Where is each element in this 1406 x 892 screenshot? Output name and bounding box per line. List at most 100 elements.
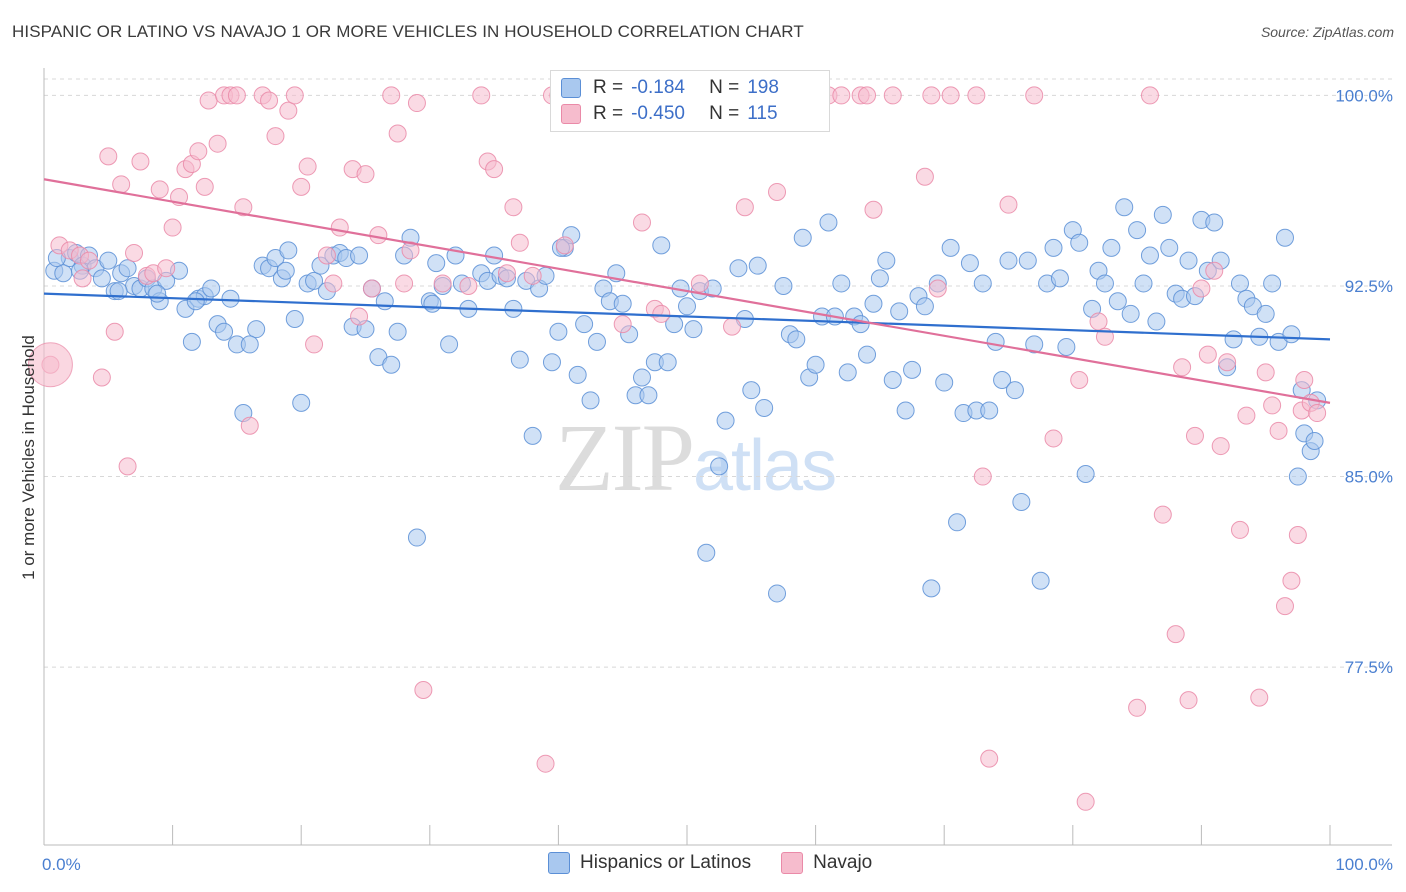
trend-lines: [43, 178, 1331, 404]
hispanic-point: [922, 579, 941, 598]
legend-r-label: R =: [593, 103, 624, 124]
hispanic-point: [581, 391, 600, 410]
hispanic-point: [658, 353, 677, 372]
navajo-point: [1076, 792, 1095, 811]
hispanic-point: [215, 322, 234, 341]
navajo-point: [80, 251, 99, 270]
hispanic-point: [1095, 274, 1114, 293]
navajo-point: [163, 218, 182, 237]
y-tick-label: 92.5%: [1345, 277, 1393, 296]
hispanic-point: [1134, 274, 1153, 293]
hispanic-point: [542, 353, 561, 372]
hispanic-point: [903, 360, 922, 379]
navajo-point: [157, 259, 176, 278]
hispanic-point: [1012, 492, 1031, 511]
hispanic-point: [247, 320, 266, 339]
navajo-point: [858, 86, 877, 105]
data-points: [27, 86, 1327, 811]
navajo-point: [1230, 520, 1249, 539]
hispanic-point: [742, 381, 761, 400]
watermark: ZIPatlas: [555, 402, 837, 513]
hispanic-point: [755, 398, 774, 417]
navajo-point: [131, 152, 150, 171]
series-legend-hispanic: Hispanics or Latinos: [548, 852, 751, 874]
navajo-point: [1295, 371, 1314, 389]
hispanic-point: [523, 426, 542, 445]
legend-r-value: -0.450: [631, 103, 685, 124]
hispanic-point: [587, 332, 606, 351]
navajo-point: [1140, 86, 1159, 105]
navajo-point: [1250, 688, 1269, 707]
navajo-large-point: [27, 342, 73, 388]
hispanic-point: [1224, 330, 1243, 349]
hispanic-point: [832, 274, 851, 293]
navajo-point: [1070, 371, 1089, 389]
navajo-point: [1269, 421, 1288, 440]
hispanic-point: [240, 335, 259, 354]
hispanic-point: [890, 302, 909, 321]
hispanic-point: [858, 345, 877, 364]
hispanic-point: [148, 284, 167, 303]
hispanic-point: [549, 322, 568, 341]
hispanic-point: [1288, 467, 1307, 486]
hispanic-point: [1230, 274, 1249, 293]
navajo-point: [613, 315, 632, 334]
hispanic-point: [1256, 304, 1275, 323]
hispanic-point: [1025, 335, 1044, 354]
navajo-point: [227, 86, 246, 105]
hispanic-point: [806, 355, 825, 374]
navajo-point: [1218, 353, 1237, 372]
navajo-point: [690, 274, 709, 293]
grid-lines: [44, 78, 1392, 668]
hispanic-point: [1108, 292, 1127, 311]
y-tick-label: 100.0%: [1335, 86, 1393, 105]
y-tick-label: 77.5%: [1345, 658, 1393, 677]
hispanic-point: [1044, 238, 1063, 257]
chart-source: Source: ZipAtlas.com: [1260, 24, 1394, 40]
navajo-point: [973, 467, 992, 486]
hispanic-point: [182, 332, 201, 351]
hispanic-point: [510, 350, 529, 369]
navajo-point: [485, 160, 504, 179]
axes: [43, 68, 1392, 846]
hispanic-point: [427, 254, 446, 273]
hispanic-point: [382, 355, 401, 374]
hispanic-point: [1305, 431, 1324, 450]
hispanic-point: [632, 368, 651, 387]
navajo-point: [864, 200, 883, 219]
navajo-point: [382, 86, 401, 105]
navajo-point: [1288, 526, 1307, 544]
series-label-hispanic: Hispanics or Latinos: [580, 852, 752, 873]
navajo-point: [388, 124, 407, 143]
navajo-point: [292, 177, 311, 196]
navajo-point: [941, 86, 960, 105]
hispanic-point: [186, 292, 205, 311]
navajo-point: [915, 167, 934, 186]
legend-swatch-hispanic: [561, 78, 581, 98]
hispanic-point: [1160, 238, 1179, 257]
navajo-point: [356, 165, 375, 184]
navajo-point: [285, 86, 304, 105]
hispanic-point: [1057, 337, 1076, 356]
navajo-point: [1044, 429, 1063, 448]
hispanic-point: [1179, 251, 1198, 270]
hispanic-point: [1263, 274, 1282, 293]
hispanic-point: [793, 228, 812, 247]
axis-labels: 77.5% 85.0% 92.5% 100.0% 0.0% 100.0% 1 or more…: [19, 86, 1393, 874]
hispanic-point: [1070, 233, 1089, 252]
navajo-point: [735, 198, 754, 217]
navajo-point: [266, 127, 285, 146]
series-swatch-navajo: [781, 852, 804, 874]
navajo-point: [472, 86, 491, 105]
hispanic-point: [838, 363, 857, 382]
hispanic-point: [388, 322, 407, 341]
hispanic-point: [864, 294, 883, 313]
hispanic-point: [729, 259, 748, 278]
hispanic-point: [1128, 221, 1147, 240]
navajo-point: [199, 91, 218, 110]
navajo-point: [967, 86, 986, 105]
hispanic-point: [99, 251, 118, 270]
watermark-zip: ZIP: [555, 404, 695, 511]
navajo-point: [504, 198, 523, 217]
navajo-point: [832, 86, 851, 105]
